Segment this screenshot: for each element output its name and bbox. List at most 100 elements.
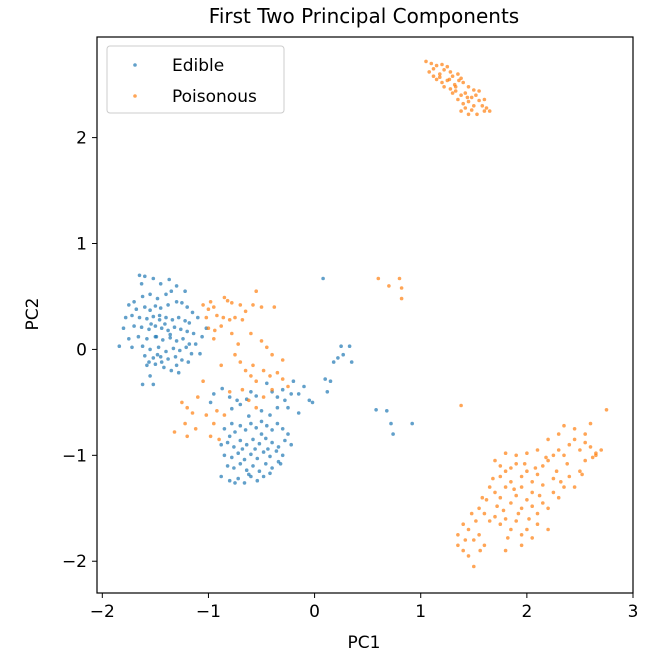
data-point-poisonous <box>590 455 595 460</box>
data-point-edible <box>233 430 237 434</box>
data-point-edible <box>174 363 179 368</box>
data-point-edible <box>222 427 227 431</box>
data-point-edible <box>127 303 131 307</box>
y-tick-label: −2 <box>62 552 87 572</box>
data-point-edible <box>238 402 243 407</box>
data-point-poisonous <box>453 85 458 89</box>
data-point-edible <box>268 471 272 476</box>
data-point-poisonous <box>270 387 274 392</box>
data-point-edible <box>157 318 162 322</box>
data-point-edible <box>265 423 269 428</box>
data-point-poisonous <box>259 305 264 309</box>
data-point-poisonous <box>254 289 258 294</box>
data-point-edible <box>270 428 274 432</box>
data-point-edible <box>148 374 152 378</box>
data-point-edible <box>339 344 343 349</box>
data-point-poisonous <box>472 88 476 92</box>
data-point-poisonous <box>459 109 463 113</box>
data-point-edible <box>143 274 147 279</box>
data-point-edible <box>325 390 330 394</box>
data-point-poisonous <box>525 451 529 456</box>
data-point-poisonous <box>448 70 453 74</box>
data-point-poisonous <box>472 564 476 569</box>
data-point-poisonous <box>445 64 450 69</box>
data-point-edible <box>196 315 200 320</box>
data-point-edible <box>147 360 151 364</box>
data-point-edible <box>276 445 281 449</box>
data-point-poisonous <box>243 368 248 373</box>
data-point-edible <box>286 432 290 436</box>
y-tick-label: −1 <box>62 446 87 466</box>
legend-box <box>106 45 285 114</box>
data-point-edible <box>240 447 245 451</box>
data-point-edible <box>255 456 260 461</box>
data-point-poisonous <box>588 445 593 449</box>
data-point-edible <box>222 453 227 458</box>
data-point-edible <box>164 349 168 354</box>
data-point-poisonous <box>215 409 219 413</box>
data-point-poisonous <box>480 495 485 500</box>
data-point-poisonous <box>438 72 442 76</box>
data-point-poisonous <box>442 68 446 72</box>
data-point-poisonous <box>251 303 255 307</box>
data-point-poisonous <box>208 434 213 439</box>
data-point-edible <box>259 432 264 436</box>
data-point-edible <box>349 360 354 364</box>
data-point-edible <box>291 379 296 384</box>
data-point-poisonous <box>442 85 446 89</box>
data-point-poisonous <box>450 74 455 78</box>
data-point-edible <box>193 342 198 346</box>
data-point-edible <box>244 468 249 473</box>
data-point-poisonous <box>461 101 466 106</box>
data-point-edible <box>132 300 136 304</box>
data-point-poisonous <box>498 464 503 468</box>
data-point-edible <box>181 337 185 341</box>
data-point-poisonous <box>204 413 209 417</box>
data-point-poisonous <box>484 498 489 502</box>
data-point-poisonous <box>427 70 432 74</box>
data-point-poisonous <box>236 342 240 346</box>
data-point-edible <box>174 284 179 288</box>
data-point-poisonous <box>546 527 550 532</box>
data-point-poisonous <box>472 104 476 108</box>
data-point-poisonous <box>477 533 481 537</box>
data-point-poisonous <box>482 97 487 102</box>
data-point-edible <box>296 411 301 415</box>
data-point-edible <box>274 449 279 453</box>
data-point-poisonous <box>201 379 205 384</box>
data-point-poisonous <box>212 337 216 341</box>
data-point-edible <box>155 352 160 357</box>
legend-label-edible: Edible <box>172 56 224 76</box>
data-point-edible <box>243 428 248 432</box>
data-point-poisonous <box>546 437 550 442</box>
data-point-edible <box>153 324 158 328</box>
data-point-edible <box>127 337 131 341</box>
data-point-poisonous <box>583 432 587 436</box>
data-point-edible <box>157 313 162 318</box>
data-point-edible <box>257 441 262 446</box>
data-point-poisonous <box>565 462 569 466</box>
data-point-edible <box>163 322 167 326</box>
data-point-edible <box>153 304 158 308</box>
data-point-edible <box>275 405 280 410</box>
data-point-poisonous <box>434 77 439 82</box>
data-point-edible <box>130 313 134 318</box>
data-point-poisonous <box>227 318 232 322</box>
data-point-poisonous <box>572 485 577 489</box>
data-point-edible <box>132 324 136 328</box>
points-layer <box>117 59 609 569</box>
data-point-poisonous <box>429 61 434 66</box>
data-point-edible <box>178 348 182 353</box>
data-point-poisonous <box>514 462 518 466</box>
data-point-edible <box>255 478 260 483</box>
data-point-edible <box>130 345 134 350</box>
data-point-edible <box>254 394 258 398</box>
data-point-edible <box>251 464 255 468</box>
data-point-poisonous <box>478 548 483 553</box>
x-tick-label: 0 <box>309 602 320 622</box>
data-point-edible <box>254 426 258 430</box>
data-point-poisonous <box>509 466 513 470</box>
data-point-poisonous <box>541 501 545 505</box>
data-point-poisonous <box>482 109 487 113</box>
